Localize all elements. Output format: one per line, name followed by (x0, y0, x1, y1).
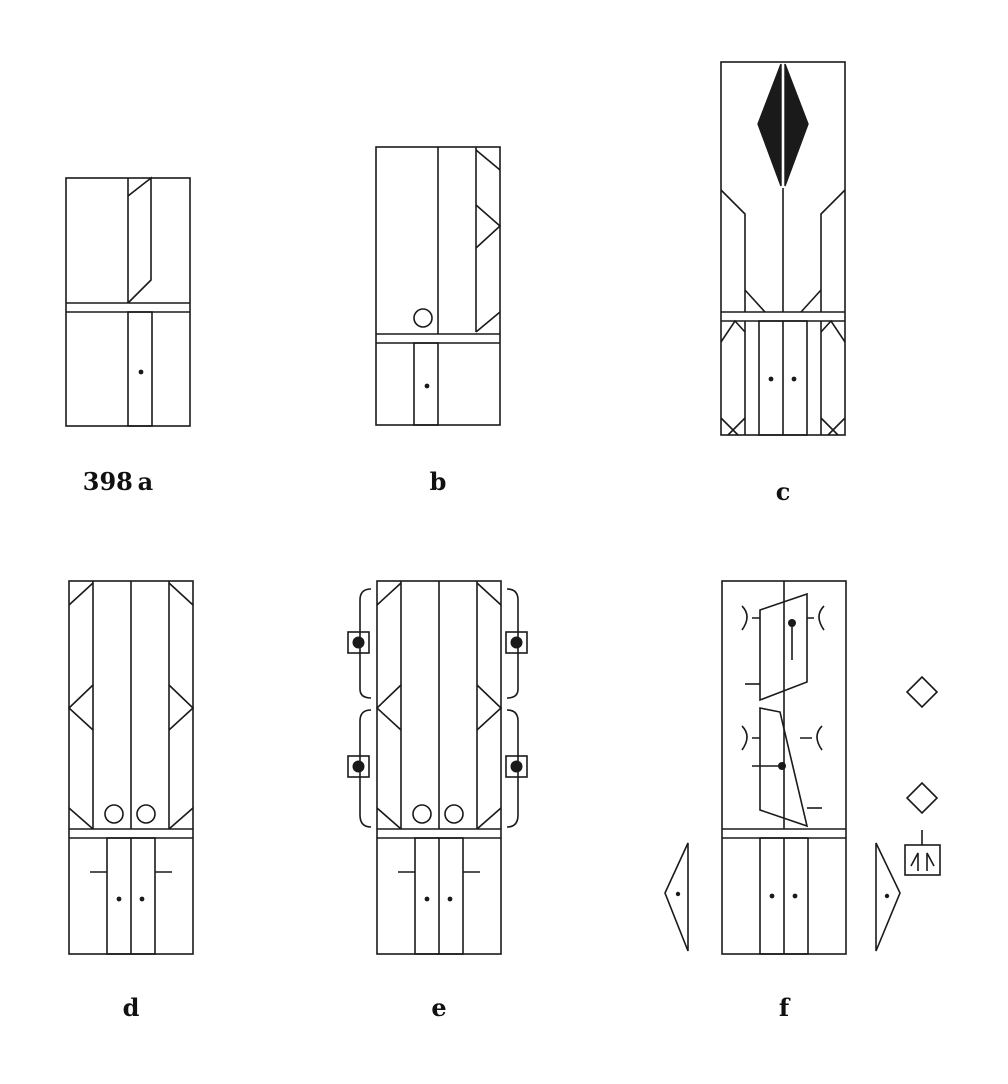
figure-f-symbol-glyph-left (910, 852, 919, 871)
figure-d-notch-l3 (68, 807, 94, 830)
figure-f-lower-hook-left (741, 725, 760, 751)
figure-f-side-dot-right (884, 893, 890, 899)
figure-e-notch-r1 (476, 582, 502, 606)
figure-a-button (138, 369, 144, 375)
figure-e-box-ul (347, 631, 370, 654)
figure-b-button (424, 383, 430, 389)
figure-c-diamond-left (757, 63, 782, 187)
figure-c-corner-ll (720, 417, 739, 436)
figure-f: f (664, 580, 941, 1022)
figure-e: e (347, 580, 528, 1022)
figure-f-side-triangle-right (875, 842, 901, 952)
figure-c-diamond-right (784, 63, 809, 187)
figure-d-ring-right (136, 804, 156, 824)
figure-f-lower-knob (778, 762, 786, 770)
figure-c-corner-ll-2 (727, 417, 746, 436)
figure-f-button-left (769, 893, 775, 899)
figure-b-ring (413, 308, 433, 328)
figure-e-notch-l2 (375, 684, 402, 731)
figure-f-label: f (779, 993, 791, 1022)
figure-e-dot-ur (510, 636, 523, 649)
figure-b-lapel-notch-1 (475, 149, 501, 171)
figure-d: d (67, 580, 195, 1022)
figure-e-dot-ul (352, 636, 365, 649)
figure-d-label: d (123, 993, 140, 1022)
figure-f-upper-hook-right (807, 605, 825, 631)
figure-b-label: b (430, 467, 447, 496)
figure-c-lapel-right (820, 189, 846, 312)
figure-e-dot-lr (510, 760, 523, 773)
figure-c-corner-lr (827, 417, 846, 436)
figure-e-dot-ll (352, 760, 365, 773)
figure-e-notch-l1 (376, 582, 402, 606)
figure-b-placket (413, 342, 439, 426)
figure-c-button-left (768, 376, 774, 382)
figure-f-button-right (792, 893, 798, 899)
figure-c-lapel-left-cut (744, 289, 766, 313)
figure-c-corner-ur (820, 319, 846, 343)
figure-c-lapel-left (720, 189, 746, 312)
figure-f-upper-knob (788, 619, 796, 627)
figure-f-diamond-upper (905, 675, 939, 709)
figure-d-ring-left (104, 804, 124, 824)
figure-b-lapel-notch-3 (475, 311, 501, 333)
figure-e-notch-r2 (476, 684, 503, 731)
figure-c-corner-lr-2 (820, 417, 839, 436)
figure-f-upper-hook-left (741, 605, 760, 631)
figure-e-box-ll (347, 755, 370, 778)
figure-f-symbol-box (904, 844, 941, 876)
figure-c-lapel-right-cut (800, 289, 822, 313)
figure-e-ring-right (444, 804, 464, 824)
figure-a-lapel (127, 176, 152, 304)
figure-b-lapel-notch-2 (475, 204, 502, 249)
figure-a: 398 a (65, 176, 191, 496)
figure-d-notch-l2 (67, 684, 94, 731)
figure-d-button-right (139, 896, 145, 902)
figure-f-side-triangle-left (664, 842, 689, 952)
figure-f-side-dot-left (675, 891, 681, 897)
figure-d-notch-r2 (168, 684, 195, 731)
figure-e-notch-r3 (476, 807, 502, 830)
figure-c: c (720, 61, 846, 506)
figure-a-label: 398 a (83, 467, 153, 496)
figure-a-placket (127, 311, 153, 427)
figure-d-notch-l1 (68, 582, 94, 606)
figure-f-upper-panel (759, 592, 808, 702)
figure-f-lower-panel (759, 707, 809, 828)
figure-f-lower-hook-right (800, 725, 823, 751)
figure-e-button-left (424, 896, 430, 902)
figure-c-button-right (791, 376, 797, 382)
figure-d-button-left (116, 896, 122, 902)
figure-e-box-lr (505, 755, 528, 778)
figure-e-ring-left (412, 804, 432, 824)
figure-d-notch-r3 (168, 807, 194, 830)
figure-c-corner-ul (720, 319, 746, 343)
figure-f-symbol-glyph-right (926, 852, 935, 871)
figure-e-notch-l3 (376, 807, 402, 830)
figure-e-button-right (447, 896, 453, 902)
figure-d-notch-r1 (168, 582, 194, 606)
figure-e-box-ur (505, 631, 528, 654)
figure-f-diamond-lower (905, 781, 939, 815)
figure-b: b (375, 146, 502, 496)
figure-c-label: c (776, 477, 791, 506)
figure-e-label: e (431, 993, 446, 1022)
